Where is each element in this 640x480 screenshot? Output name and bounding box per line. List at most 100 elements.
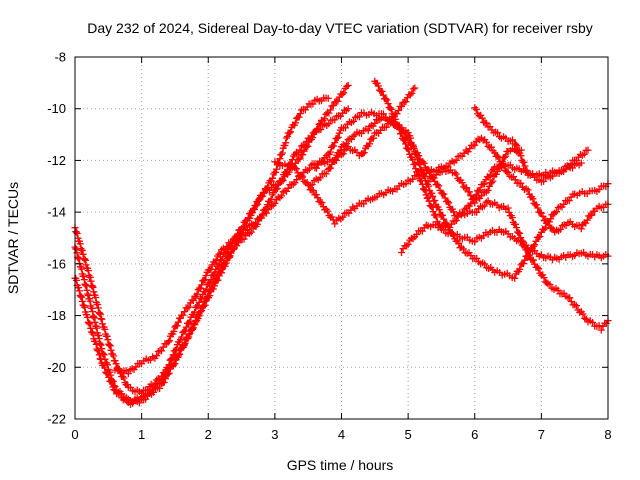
data-point-mark: [318, 199, 326, 207]
data-point-mark: [285, 129, 293, 137]
data-point-mark: [321, 115, 328, 123]
data-point-mark: [452, 217, 460, 224]
data-point-mark: [533, 201, 540, 209]
data-point-mark: [216, 250, 224, 258]
data-point-mark: [560, 200, 568, 208]
data-point-mark: [95, 347, 102, 355]
data-point-mark: [395, 107, 402, 114]
data-point-mark: [378, 87, 386, 95]
x-tick-label: 8: [604, 427, 611, 442]
data-point-mark: [402, 180, 410, 188]
series-track-g: [311, 108, 612, 334]
data-point-mark: [508, 214, 516, 222]
data-point-mark: [304, 142, 312, 150]
data-point-mark: [255, 196, 263, 204]
data-point-mark: [81, 303, 89, 311]
data-point-mark: [404, 240, 412, 248]
data-point-mark: [209, 271, 217, 279]
data-point-mark: [485, 182, 493, 190]
data-point-mark: [207, 265, 215, 273]
data-point-mark: [289, 180, 297, 188]
data-point-mark: [305, 165, 313, 173]
data-point-mark: [581, 314, 589, 322]
data-point-mark: [106, 341, 113, 349]
data-point-mark: [517, 179, 525, 187]
data-point-mark: [116, 390, 124, 398]
data-point-mark: [92, 340, 100, 348]
data-point-mark: [252, 219, 260, 227]
data-point-mark: [417, 177, 425, 185]
data-point-mark: [240, 235, 248, 243]
data-point-mark: [196, 294, 204, 302]
series-track-j: [424, 134, 612, 236]
data-point-mark: [273, 165, 280, 173]
data-point-mark: [537, 209, 545, 217]
data-point-mark: [104, 370, 112, 378]
data-point-mark: [421, 172, 428, 180]
data-point-mark: [476, 186, 484, 194]
data-point-mark: [467, 200, 475, 208]
data-point-mark: [380, 110, 387, 118]
y-tick-label: -22: [47, 412, 66, 427]
data-point-mark: [158, 347, 166, 355]
data-point-mark: [529, 195, 537, 203]
data-point-mark: [410, 143, 417, 151]
data-point-mark: [415, 152, 423, 160]
data-point-mark: [75, 287, 83, 295]
data-point-mark: [335, 129, 343, 137]
data-point-mark: [386, 104, 394, 112]
data-point-mark: [160, 378, 168, 386]
data-point-mark: [406, 91, 414, 99]
data-point-mark: [314, 124, 322, 132]
data-point-mark: [525, 251, 533, 259]
data-point-mark: [278, 151, 285, 158]
data-point-mark: [532, 237, 540, 245]
data-point-mark: [119, 373, 127, 380]
data-point-mark: [513, 224, 520, 232]
data-point-mark: [409, 85, 417, 93]
data-point-mark: [124, 370, 132, 378]
data-point-mark: [181, 327, 189, 335]
data-point-mark: [588, 211, 596, 219]
data-point-mark: [312, 191, 320, 199]
data-point-mark: [189, 297, 197, 304]
data-point-mark: [291, 164, 299, 172]
data-point-mark: [429, 192, 437, 200]
data-point-mark: [577, 159, 585, 167]
data-point-mark: [104, 336, 112, 344]
series-layer: [71, 77, 612, 408]
data-point-mark: [504, 168, 512, 176]
y-tick-label: -16: [47, 256, 66, 271]
data-point-mark: [402, 98, 410, 106]
data-point-mark: [84, 267, 92, 275]
data-point-mark: [471, 194, 479, 202]
data-point-mark: [164, 338, 172, 346]
data-point-mark: [452, 156, 460, 164]
data-point-mark: [227, 249, 235, 257]
data-point-mark: [435, 182, 443, 190]
data-point-mark: [94, 304, 102, 312]
data-point-mark: [480, 180, 488, 188]
data-point-mark: [103, 332, 111, 340]
data-point-mark: [101, 325, 109, 333]
data-point-mark: [81, 256, 89, 264]
data-point-mark: [292, 119, 299, 127]
data-point-mark: [567, 298, 575, 305]
data-point-mark: [308, 181, 316, 189]
data-point-mark: [112, 360, 120, 368]
data-point-mark: [181, 308, 189, 316]
data-point-mark: [456, 210, 464, 218]
data-point-mark: [502, 152, 510, 160]
data-point-mark: [495, 153, 503, 161]
data-point-mark: [221, 262, 229, 270]
data-point-mark: [191, 308, 198, 316]
data-point-mark: [546, 281, 554, 288]
data-point-mark: [209, 285, 217, 293]
data-point-mark: [283, 134, 290, 142]
data-point-mark: [517, 152, 525, 160]
data-point-mark: [316, 174, 324, 182]
data-point-mark: [309, 100, 317, 108]
data-point-mark: [432, 213, 440, 221]
series-track-a: [71, 105, 352, 397]
y-axis-label: SDTVAR / TECUs: [5, 182, 21, 294]
